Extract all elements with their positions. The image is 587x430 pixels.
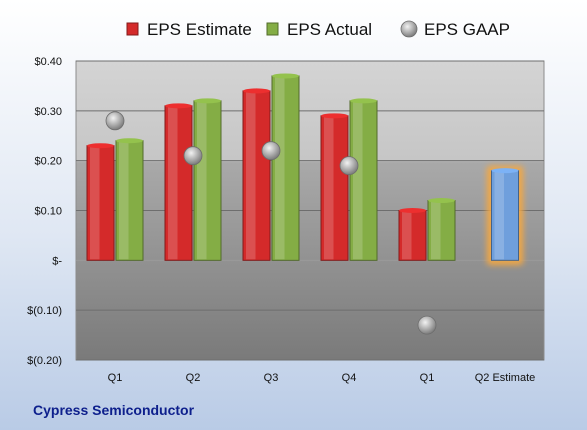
- eps-estimate-bar: [320, 113, 349, 261]
- eps-gaap-marker: [339, 156, 359, 176]
- eps-estimate-bar-cap: [399, 208, 426, 213]
- eps-estimate-bar: [164, 103, 193, 261]
- legend-gaap-swatch: [400, 20, 418, 38]
- eps-estimate-bar-body: [242, 90, 271, 261]
- eps-gaap-marker: [105, 111, 125, 131]
- eps-actual-bar-body: [271, 75, 300, 261]
- eps-gaap-marker: [417, 315, 437, 335]
- eps-actual-bar-cap: [194, 98, 221, 104]
- eps-actual-bar-body: [349, 100, 378, 261]
- x-tick-label: Q3: [264, 372, 279, 384]
- eps-actual-bar-shine: [353, 101, 363, 260]
- eps-estimate-bar-body: [398, 210, 427, 261]
- eps-actual-bar-shine: [275, 76, 285, 260]
- eps-estimate-bar-cap: [87, 143, 114, 149]
- eps-estimate-bar-shine: [324, 116, 334, 260]
- eps-actual-bar: [115, 138, 144, 261]
- eps-estimate-forecast-bar-shine: [494, 171, 504, 260]
- legend-eps-actual-swatch: [266, 22, 279, 36]
- eps-estimate-bar: [86, 143, 115, 261]
- x-tick-label: Q4: [342, 372, 357, 384]
- eps-gaap-marker: [261, 141, 281, 161]
- x-tick-label: Q1: [108, 372, 123, 384]
- eps-estimate-forecast-bar-cap: [491, 168, 519, 174]
- eps-estimate-bar-cap: [243, 88, 270, 94]
- eps-gaap-marker: [183, 146, 203, 166]
- y-tick-label: $-: [52, 255, 62, 267]
- eps-actual-bar-shine: [119, 141, 129, 260]
- eps-estimate-bar-shine: [402, 211, 412, 260]
- eps-actual-bar-shine: [431, 201, 441, 260]
- y-tick-label: $0.20: [34, 156, 62, 168]
- eps-estimate-bar-body: [164, 105, 193, 261]
- eps-estimate-bar-shine: [246, 91, 256, 260]
- legend-label: EPS Estimate: [147, 20, 252, 39]
- y-tick-label: $0.10: [34, 206, 62, 218]
- y-tick-label: $0.30: [34, 106, 62, 118]
- eps-estimate-forecast-bar: [491, 168, 519, 261]
- eps-actual-bar: [193, 98, 222, 261]
- eps-actual-bar-body: [193, 100, 222, 261]
- eps-actual-bar: [271, 73, 300, 261]
- eps-actual-bar-body: [427, 200, 456, 261]
- x-tick-label: Q2: [186, 372, 201, 384]
- eps-actual-bar-body: [115, 140, 144, 261]
- x-tick-label: Q2 Estimate: [475, 372, 536, 384]
- eps-estimate-bar-shine: [90, 146, 100, 260]
- eps-actual-bar: [349, 98, 378, 261]
- eps-estimate-bar-cap: [165, 103, 192, 109]
- eps-estimate-bar-body: [320, 115, 349, 261]
- eps-actual-bar-cap: [428, 198, 455, 204]
- x-tick-label: Q1: [420, 372, 435, 384]
- company-name: Cypress Semiconductor: [33, 402, 195, 418]
- eps-actual-bar-cap: [272, 73, 299, 79]
- y-tick-label: $(0.10): [27, 305, 62, 317]
- eps-actual-bar: [427, 198, 456, 261]
- eps-actual-bar-cap: [116, 138, 143, 144]
- eps-estimate-bar-body: [86, 145, 115, 261]
- y-tick-label: $(0.20): [27, 355, 62, 367]
- legend-eps-estimate-swatch: [126, 22, 139, 36]
- eps-estimate-bar-shine: [168, 106, 178, 260]
- eps-estimate-bar-cap: [321, 113, 348, 119]
- legend-label: EPS Actual: [287, 20, 372, 39]
- eps-estimate-bar: [398, 208, 427, 261]
- eps-actual-bar-cap: [350, 98, 377, 104]
- y-tick-label: $0.40: [34, 56, 62, 68]
- eps-actual-bar-shine: [197, 101, 207, 260]
- eps-estimate-bar: [242, 88, 271, 261]
- legend-label: EPS GAAP: [424, 20, 510, 39]
